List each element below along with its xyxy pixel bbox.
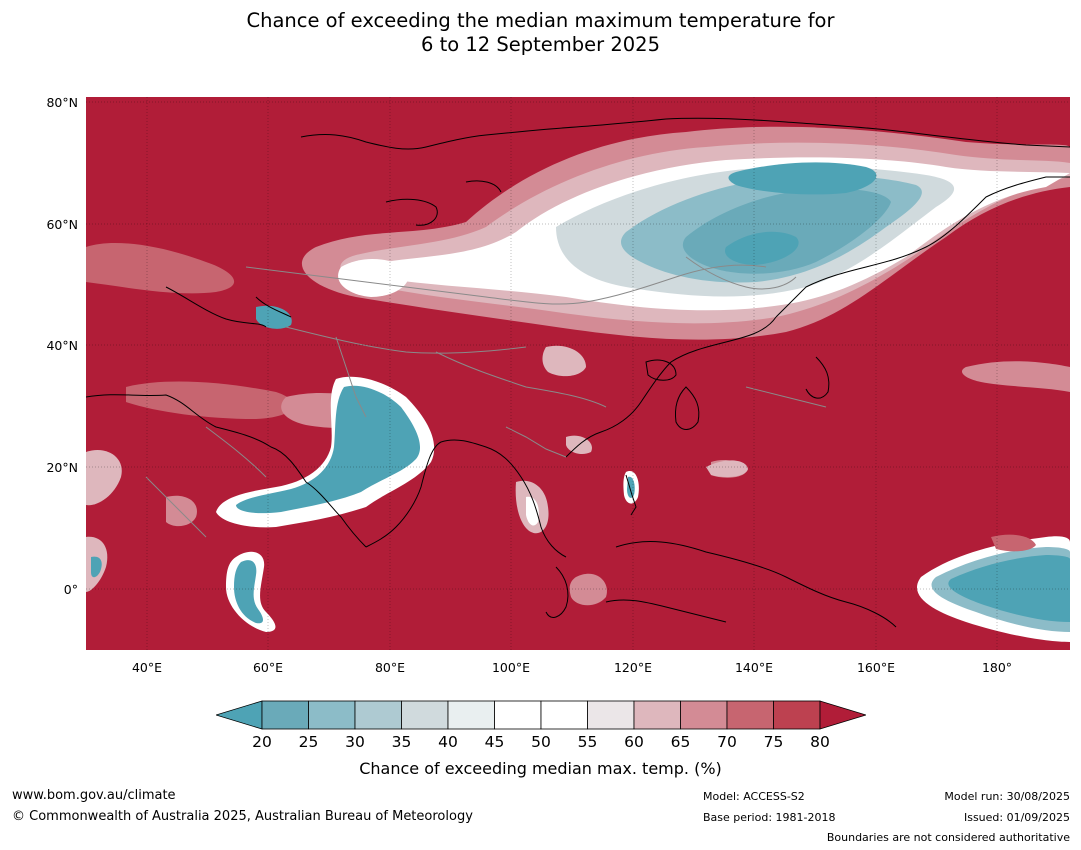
colorbar-cell-50_55 (540, 700, 588, 730)
colorbar-cell-55_60 (587, 700, 635, 730)
colorbar-extend-high (819, 700, 866, 730)
website-link[interactable]: www.bom.gov.au/climate (12, 788, 176, 803)
title-line-1: Chance of exceeding the median maximum t… (246, 9, 835, 32)
country-borders (145, 256, 827, 538)
colorbar-tick-25: 25 (298, 733, 319, 751)
colorbar (216, 700, 866, 730)
colorbar-cell-70_75 (726, 700, 774, 730)
lon-label-140e: 140°E (734, 660, 773, 675)
colorbar-cell-35_40 (401, 700, 449, 730)
colorbar-label: Chance of exceeding median max. temp. (%… (359, 759, 722, 778)
colorbar-tick-35: 35 (391, 733, 412, 751)
colorbar-tick-50: 50 (531, 733, 551, 751)
colorbar-tick-45: 45 (484, 733, 505, 751)
colorbar-tick-40: 40 (438, 733, 458, 751)
title-line-2: 6 to 12 September 2025 (421, 33, 660, 56)
lon-label-60e: 60°E (252, 660, 284, 675)
colorbar-cell-75_80 (773, 700, 821, 730)
model-run-text: Model run: 30/08/2025 (944, 790, 1070, 803)
colorbar-cell-40_45 (447, 700, 495, 730)
base-period-text: Base period: 1981-2018 (703, 811, 836, 824)
probability-map (86, 97, 1070, 650)
colorbar-cell-20_25 (261, 700, 309, 730)
colorbar-cell-65_70 (680, 700, 728, 730)
copyright-text: © Commonwealth of Australia 2025, Austra… (12, 809, 473, 824)
lat-label-40n: 40°N (46, 338, 78, 353)
lon-label-120e: 120°E (613, 660, 652, 675)
lat-label-0: 0° (63, 582, 78, 597)
colorbar-extend-low (216, 700, 263, 730)
lon-label-80e: 80°E (374, 660, 406, 675)
issued-text: Issued: 01/09/2025 (963, 811, 1070, 824)
colorbar-tick-80: 80 (810, 733, 830, 751)
map-canvas (86, 97, 1070, 650)
pacific-cool-anomaly (706, 361, 1070, 642)
siberia-cool-anomaly (301, 126, 1070, 340)
europe-patches (86, 242, 386, 429)
colorbar-tick-65: 65 (670, 733, 691, 751)
colorbar-tick-70: 70 (717, 733, 737, 751)
map-title: Chance of exceeding the median maximum t… (0, 9, 1081, 57)
model-text: Model: ACCESS-S2 (703, 790, 805, 803)
colorbar-cells (261, 700, 821, 730)
colorbar-cell-25_30 (308, 700, 356, 730)
graticule (86, 97, 1070, 650)
colorbar-tick-60: 60 (624, 733, 644, 751)
lon-label-180: 180° (981, 660, 1013, 675)
lon-label-40e: 40°E (131, 660, 163, 675)
lat-label-80n: 80°N (46, 95, 78, 110)
colorbar-cell-45_50 (494, 700, 542, 730)
lat-label-60n: 60°N (46, 217, 78, 232)
colorbar-tick-30: 30 (345, 733, 365, 751)
lon-label-160e: 160°E (856, 660, 895, 675)
boundaries-disclaimer: Boundaries are not considered authoritat… (826, 831, 1070, 844)
colorbar-tick-55: 55 (577, 733, 598, 751)
lon-label-100e: 100°E (491, 660, 530, 675)
southeast-asia-patches (515, 345, 746, 606)
india-cool-anomaly (86, 376, 435, 632)
colorbar-tick-75: 75 (763, 733, 784, 751)
colorbar-cell-30_35 (354, 700, 402, 730)
colorbar-tick-20: 20 (252, 733, 272, 751)
colorbar-cell-60_65 (633, 700, 681, 730)
lat-label-20n: 20°N (46, 460, 78, 475)
coastlines (86, 117, 1070, 628)
